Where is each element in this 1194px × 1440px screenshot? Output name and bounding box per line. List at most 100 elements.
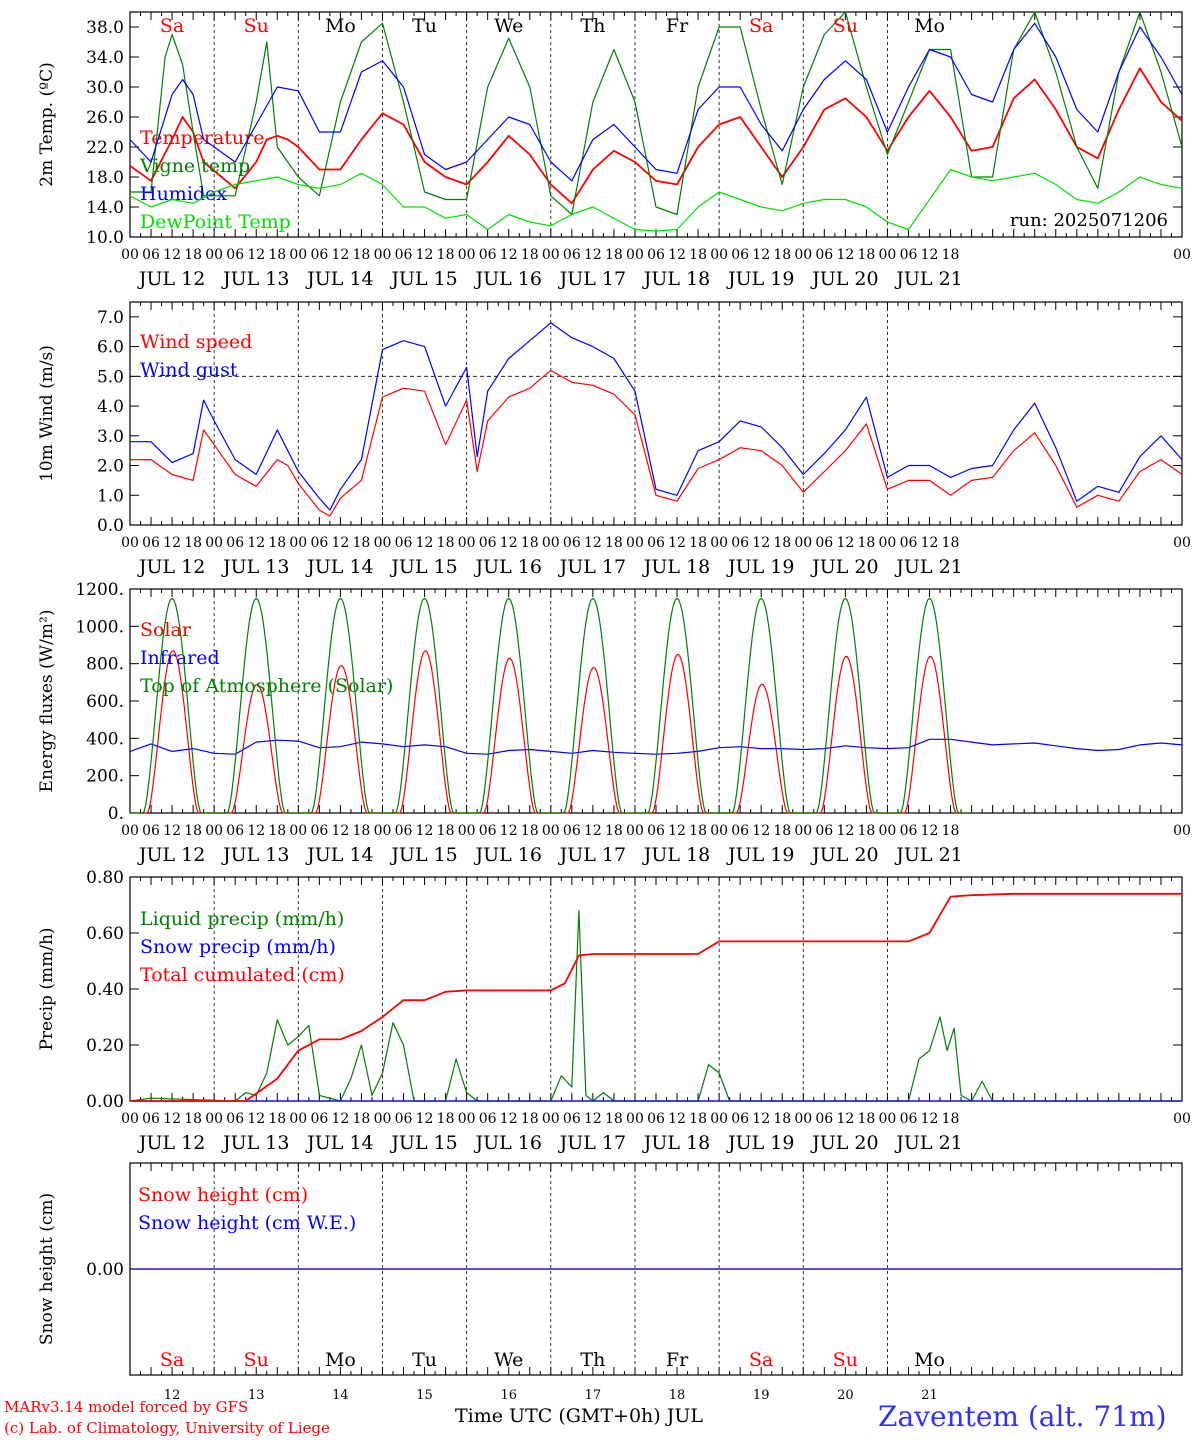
panel-2-hour-label: 06 bbox=[731, 535, 749, 551]
panel-2-hour-label: 12 bbox=[836, 535, 854, 551]
panel-1-hour-label: 18 bbox=[353, 247, 371, 263]
bottom-day-number: 20 bbox=[837, 1388, 854, 1403]
top-weekday-label: Su bbox=[244, 15, 269, 37]
panel-3-hour-label: 00 bbox=[710, 823, 728, 839]
panel-3-series-top-of-atmosphere-solar-legend: Top of Atmosphere (Solar) bbox=[140, 675, 393, 697]
panel-4-y-tick-label: 0.00 bbox=[86, 1092, 124, 1112]
panel-2-hour-label: 06 bbox=[900, 535, 918, 551]
panel-2-hour-label: 18 bbox=[521, 535, 539, 551]
panel-4-hour-label: 00 bbox=[205, 1111, 223, 1127]
panel-2-date-label: JUL 18 bbox=[642, 556, 710, 578]
panel-3-series-solar-legend: Solar bbox=[140, 619, 192, 641]
panel-2-hour-label: 12 bbox=[163, 535, 181, 551]
panel-2-series-wind-speed bbox=[130, 369, 1183, 517]
panel-1-hour-label: 12 bbox=[584, 247, 602, 263]
panel-4-series-liquid-precip-mm-h-legend: Liquid precip (mm/h) bbox=[140, 908, 344, 930]
panel-2-hour-label: 00 bbox=[374, 535, 392, 551]
panel-1-series-vigne-temp bbox=[130, 11, 1183, 216]
panel-2-hour-label: 18 bbox=[353, 535, 371, 551]
panel-1-hour-label: 00 bbox=[1173, 247, 1191, 263]
panel-1-y-tick-label: 10.0 bbox=[86, 228, 124, 248]
panel-1-hour-label: 00 bbox=[205, 247, 223, 263]
panel-2-hour-label: 18 bbox=[184, 535, 202, 551]
panel-2-hour-label: 12 bbox=[500, 535, 518, 551]
panel-4-hour-label: 12 bbox=[416, 1111, 434, 1127]
panel-2-hour-label: 18 bbox=[689, 535, 707, 551]
panel-5-y-axis-title: Snow height (cm) bbox=[37, 1193, 57, 1345]
panel-3-date-label: JUL 18 bbox=[642, 844, 710, 866]
panel-4-hour-label: 00 bbox=[710, 1111, 728, 1127]
panel-1-hour-label: 06 bbox=[900, 247, 918, 263]
panel-4-y-tick-label: 0.60 bbox=[86, 924, 124, 944]
panel-1-hour-label: 18 bbox=[857, 247, 875, 263]
bottom-weekday-label: Su bbox=[244, 1349, 269, 1371]
panel-1-hour-label: 06 bbox=[563, 247, 581, 263]
panel-4-hour-label: 00 bbox=[879, 1111, 897, 1127]
panel-2-hour-label: 12 bbox=[921, 535, 939, 551]
panel-3-hour-label: 00 bbox=[289, 823, 307, 839]
panel-2-hour-label: 12 bbox=[247, 535, 265, 551]
panel-2-hour-label: 06 bbox=[395, 535, 413, 551]
panel-4-hour-label: 12 bbox=[331, 1111, 349, 1127]
panel-4-hour-label: 18 bbox=[857, 1111, 875, 1127]
panel-2-date-label: JUL 12 bbox=[137, 556, 205, 578]
panel-3-hour-label: 18 bbox=[773, 823, 791, 839]
panel-1-date-label: JUL 20 bbox=[810, 268, 878, 290]
panel-3-hour-label: 06 bbox=[395, 823, 413, 839]
panel-4-hour-label: 06 bbox=[731, 1111, 749, 1127]
panel-3-date-label: JUL 20 bbox=[810, 844, 878, 866]
station-name: Zaventem (alt. 71m) bbox=[878, 1400, 1167, 1433]
panel-4-hour-label: 06 bbox=[900, 1111, 918, 1127]
panel-2-date-label: JUL 19 bbox=[726, 556, 794, 578]
panel-2-hour-label: 00 bbox=[458, 535, 476, 551]
panel-4-hour-label: 00 bbox=[542, 1111, 560, 1127]
panel-3-y-tick-label: 200. bbox=[86, 767, 124, 787]
panel-3-hour-label: 12 bbox=[836, 823, 854, 839]
credit-lab: (c) Lab. of Climatology, University of L… bbox=[4, 1419, 330, 1437]
panel-1-date-label: JUL 13 bbox=[221, 268, 289, 290]
panel-1-frame bbox=[129, 11, 1183, 238]
panel-1-hour-label: 00 bbox=[289, 247, 307, 263]
run-label: run: 2025071206 bbox=[1010, 210, 1168, 231]
panel-4-hour-label: 06 bbox=[226, 1111, 244, 1127]
panel-4-hour-label: 06 bbox=[142, 1111, 160, 1127]
panel-2-hour-label: 06 bbox=[226, 535, 244, 551]
panel-1-series-vigne-temp-legend: Vigne temp bbox=[139, 155, 250, 177]
panel-3-hour-label: 06 bbox=[647, 823, 665, 839]
panel-4-hour-label: 18 bbox=[773, 1111, 791, 1127]
panel-3-hour-label: 00 bbox=[1173, 823, 1191, 839]
top-weekday-label: Sa bbox=[160, 15, 184, 37]
bottom-day-number: 17 bbox=[585, 1388, 602, 1403]
panel-4-hour-label: 00 bbox=[374, 1111, 392, 1127]
panel-1-y-axis-title: 2m Temp. (ºC) bbox=[37, 62, 57, 187]
panel-2-date-label: JUL 16 bbox=[473, 556, 541, 578]
panel-3-hour-label: 00 bbox=[121, 823, 139, 839]
panel-4-hour-label: 18 bbox=[437, 1111, 455, 1127]
panel-2-y-tick-label: 6.0 bbox=[97, 338, 124, 358]
panel-4-hour-label: 00 bbox=[289, 1111, 307, 1127]
panel-3-y-tick-label: 600. bbox=[86, 692, 124, 712]
panel-3-hour-label: 18 bbox=[353, 823, 371, 839]
panel-3-hour-label: 06 bbox=[226, 823, 244, 839]
panel-4-hour-label: 12 bbox=[836, 1111, 854, 1127]
panel-1-date-label: JUL 12 bbox=[137, 268, 205, 290]
panel-1-hour-label: 18 bbox=[521, 247, 539, 263]
panel-1-series-dewpoint-temp-legend: DewPoint Temp bbox=[140, 211, 291, 233]
panel-4-hour-label: 12 bbox=[584, 1111, 602, 1127]
panel-3-y-axis-title: Energy fluxes (W/m²) bbox=[37, 610, 57, 793]
panel-2-date-label: JUL 17 bbox=[558, 556, 626, 578]
panel-2-y-tick-label: 0.0 bbox=[97, 516, 124, 536]
panel-2-date-label: JUL 21 bbox=[894, 556, 962, 578]
panel-1-hour-label: 06 bbox=[310, 247, 328, 263]
panel-3-date-label: JUL 19 bbox=[726, 844, 794, 866]
panel-4-y-tick-label: 0.40 bbox=[86, 980, 124, 1000]
bottom-day-number: 16 bbox=[500, 1388, 517, 1403]
panel-1-hour-label: 18 bbox=[773, 247, 791, 263]
panel-1-series-temperature bbox=[129, 67, 1183, 205]
panel-1-y-tick-label: 26.0 bbox=[86, 108, 124, 128]
panel-4-hour-label: 00 bbox=[626, 1111, 644, 1127]
x-axis-title: Time UTC (GMT+0h) JUL bbox=[455, 1405, 703, 1427]
panel-2-hour-label: 12 bbox=[331, 535, 349, 551]
panel-3-hour-label: 06 bbox=[479, 823, 497, 839]
panel-1-y-tick-label: 30.0 bbox=[86, 78, 124, 98]
